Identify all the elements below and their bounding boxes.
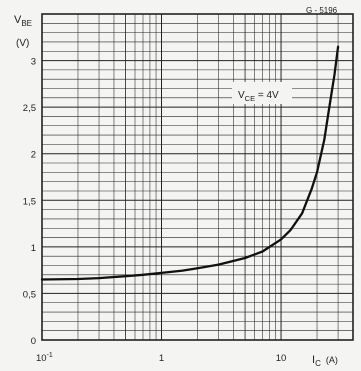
x-tick-label: 1 [159, 353, 164, 364]
y-tick-labels: 0 0,5 1 1,5 2 2,5 3 [23, 57, 36, 347]
x-axis-unit: (A) [326, 355, 338, 365]
y-tick-label: 1 [31, 243, 36, 254]
curve-annotation-rest: = 4V [255, 90, 279, 101]
y-axis-label-main: V [14, 14, 22, 26]
x-tick-label: 10-1 [36, 352, 53, 364]
y-axis-label: VBE [14, 14, 32, 28]
curve-annotation: VCE = 4V [238, 90, 279, 103]
x-tick-label: 10 [276, 353, 287, 364]
minor-grid [42, 14, 353, 340]
y-tick-label: 3 [31, 57, 36, 68]
y-tick-label: 0 [31, 336, 36, 347]
series-line-vce-4v [40, 45, 340, 281]
y-tick-label: 2 [31, 150, 36, 161]
y-tick-label: 2,5 [23, 103, 36, 114]
plot-frame [41, 13, 354, 341]
curve-annotation-main: V [238, 90, 245, 101]
x-axis-label: IC (A) [312, 354, 338, 368]
x-axis-label-sub: C [315, 359, 321, 368]
y-tick-label: 1,5 [23, 196, 36, 207]
major-grid [42, 14, 353, 340]
y-axis-unit: (V) [16, 38, 29, 49]
annotation-background [232, 82, 292, 104]
y-tick-label: 0,5 [23, 289, 36, 300]
x-axis-label-main: I [312, 354, 315, 366]
curve-annotation-sub: CE [245, 94, 255, 103]
y-axis-label-sub: BE [21, 19, 32, 28]
x-tick-labels: 10-1 1 10 [36, 352, 286, 364]
figure-code: G - 5196 [306, 6, 338, 15]
